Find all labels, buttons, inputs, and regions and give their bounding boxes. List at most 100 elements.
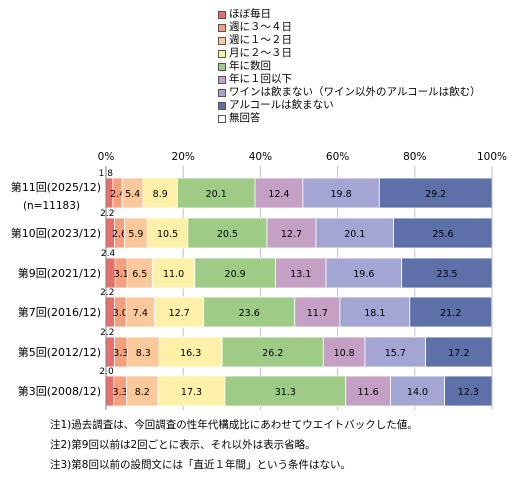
data-label: 2.2 <box>100 209 114 219</box>
x-tick-label: 80% <box>403 151 426 163</box>
bar-segment <box>409 296 493 328</box>
bar-segment <box>345 375 391 407</box>
x-tick-label: 20% <box>172 151 195 163</box>
footnotes: 注1)過去調査は、今回調査の性年代構成比にあわせてウエイトバックした値。 注2)… <box>50 415 418 475</box>
legend-label: アルコールは飲まない <box>229 99 334 111</box>
legend-item: 月に２～３日 <box>218 47 481 60</box>
data-label: 10.8 <box>334 348 355 359</box>
bar-segment <box>158 336 223 368</box>
x-tick-label: 40% <box>249 151 272 163</box>
legend-item: 週に１～２日 <box>218 34 481 47</box>
legend-swatch <box>218 88 226 97</box>
x-tick-label: 60% <box>326 151 349 163</box>
category-label: 第3回(2008/12) <box>18 384 101 398</box>
data-label: 20.9 <box>225 269 246 280</box>
legend-swatch <box>218 62 226 71</box>
data-label: 12.4 <box>268 189 289 200</box>
bar-segment <box>224 375 347 407</box>
legend-item: 無回答 <box>218 112 481 125</box>
bar-segment <box>151 257 196 289</box>
data-label: 19.8 <box>330 189 351 200</box>
data-label: 2.2 <box>100 288 114 298</box>
data-label: 31.3 <box>275 387 296 398</box>
data-label: 20.5 <box>217 229 238 240</box>
category-label: 第10回(2023/12) <box>11 226 101 240</box>
bar-segment <box>444 375 493 407</box>
legend-swatch <box>218 75 226 84</box>
data-label: 3.0 <box>113 308 128 319</box>
data-label: 20.1 <box>206 189 227 200</box>
stacked-bar-chart: 0% 20% 40% 60% 80% 100% 第11回(2025/12) (n=11183)… <box>11 151 507 410</box>
category-label: 第11回(2025/12) <box>11 180 101 194</box>
data-label: 17.2 <box>448 348 469 359</box>
data-label: 3.3 <box>113 387 128 398</box>
legend-item: 年に１回以下 <box>218 73 481 86</box>
data-label: 15.7 <box>385 348 406 359</box>
bar-segment <box>266 217 317 249</box>
data-label: 2.4 <box>110 189 125 200</box>
note-2: 注2)第9回以前は2回ごとに表示、それ以外は表示省略。 <box>50 439 316 451</box>
data-label: 23.6 <box>239 308 260 319</box>
data-label: 19.6 <box>353 269 374 280</box>
data-label: 11.0 <box>163 269 184 280</box>
data-label: 14.0 <box>407 387 428 398</box>
data-label: 12.3 <box>458 387 479 398</box>
note-3: 注3)第8回以前の設問文には「直近１年間」という条件はない。 <box>50 459 351 471</box>
bar-segment <box>378 177 493 209</box>
bar-segment <box>315 217 394 249</box>
data-label: 12.7 <box>281 229 302 240</box>
legend-label: 無回答 <box>229 112 261 124</box>
bar-segment <box>187 217 268 249</box>
data-label: 8.2 <box>135 387 150 398</box>
bar-segment <box>339 296 411 328</box>
data-label: 7.4 <box>133 308 148 319</box>
data-label: 5.9 <box>128 229 143 240</box>
data-label: 26.2 <box>262 348 283 359</box>
legend-swatch <box>218 101 226 110</box>
bar-segment <box>126 257 153 289</box>
data-label: 2.6 <box>112 229 127 240</box>
data-label: 17.3 <box>181 387 202 398</box>
legend-item: 年に数回 <box>218 60 481 73</box>
bar-segment <box>142 177 178 209</box>
category-label: 第7回(2016/12) <box>18 305 101 319</box>
legend-item: ほぼ毎日 <box>218 8 481 21</box>
bar-segment <box>294 296 341 328</box>
legend-item: 週に３～４日 <box>218 21 481 34</box>
bar-segment <box>325 257 403 289</box>
bar-segment <box>125 296 156 328</box>
legend-item: ワインは飲まない（ワイン以外のアルコールは飲む） <box>218 86 481 99</box>
data-label: 3.3 <box>113 348 128 359</box>
x-tick-label: 0% <box>98 151 115 163</box>
category-sublabel: (n=11183) <box>23 200 80 212</box>
data-label: 6.5 <box>132 269 147 280</box>
bar-segment <box>221 336 324 368</box>
legend-item: アルコールは飲まない <box>218 99 481 112</box>
bar-segment <box>393 217 493 249</box>
bar-segment <box>157 375 226 407</box>
category-label: 第9回(2021/12) <box>18 266 101 280</box>
category-label: 第5回(2012/12) <box>18 345 101 359</box>
data-label: 2.4 <box>101 249 116 259</box>
data-label: 16.3 <box>180 348 201 359</box>
data-label: 2.2 <box>100 328 114 338</box>
bar-segment <box>194 257 276 289</box>
note-1: 注1)過去調査は、今回調査の性年代構成比にあわせてウエイトバックした値。 <box>50 419 418 431</box>
legend-swatch <box>218 10 226 19</box>
data-label: 11.7 <box>307 308 328 319</box>
legend-label: 週に１～２日 <box>229 34 292 46</box>
legend-swatch <box>218 36 226 45</box>
legend-label: 週に３～４日 <box>229 21 292 33</box>
legend-label: ほぼ毎日 <box>229 8 271 20</box>
data-label: 29.2 <box>425 189 446 200</box>
x-tick-label: 100% <box>477 151 507 163</box>
data-label: 20.1 <box>344 229 365 240</box>
data-label: 8.9 <box>153 189 168 200</box>
legend-swatch <box>218 23 226 32</box>
data-label: 2.0 <box>99 367 114 377</box>
bar-segment <box>254 177 304 209</box>
bar-segment <box>146 217 189 249</box>
bar-segment <box>126 336 160 368</box>
data-label: 25.6 <box>432 229 453 240</box>
bar-segment <box>364 336 427 368</box>
